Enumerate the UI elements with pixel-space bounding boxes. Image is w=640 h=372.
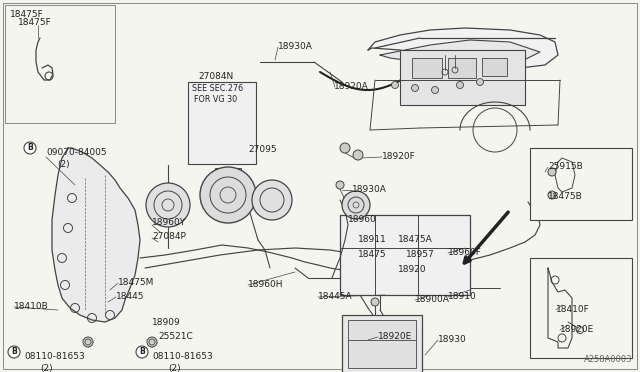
Text: 18900A: 18900A (415, 295, 450, 304)
Text: 18920E: 18920E (378, 332, 412, 341)
Bar (400, 50, 525, 105)
Text: 18920E: 18920E (560, 325, 595, 334)
Bar (448, 58, 476, 78)
Text: 18445A: 18445A (318, 292, 353, 301)
Circle shape (548, 191, 556, 199)
Text: 08110-81653: 08110-81653 (152, 352, 212, 361)
Text: A258A0003: A258A0003 (584, 355, 632, 364)
Text: 09070-84005: 09070-84005 (46, 148, 107, 157)
Circle shape (340, 143, 350, 153)
Circle shape (392, 81, 399, 89)
Text: (2): (2) (168, 364, 180, 372)
Bar (342, 315, 422, 372)
Text: 25521C: 25521C (158, 332, 193, 341)
Text: SEE SEC.276: SEE SEC.276 (192, 84, 243, 93)
Text: 18930: 18930 (438, 335, 467, 344)
Text: 18910: 18910 (448, 292, 477, 301)
Text: 18960Y: 18960Y (152, 218, 186, 227)
Text: FOR VG 30: FOR VG 30 (194, 95, 237, 104)
Text: 18960H: 18960H (248, 280, 284, 289)
Text: 18920F: 18920F (382, 152, 416, 161)
Text: (2): (2) (57, 160, 70, 169)
Circle shape (431, 87, 438, 93)
Text: 18960F: 18960F (448, 248, 482, 257)
Text: 18445: 18445 (116, 292, 145, 301)
Circle shape (136, 346, 148, 358)
Text: 18475: 18475 (358, 250, 387, 259)
Text: B: B (11, 347, 17, 356)
Polygon shape (555, 158, 575, 192)
Circle shape (456, 81, 463, 89)
Bar (348, 320, 416, 368)
Bar (482, 58, 507, 76)
Text: 18909: 18909 (152, 318, 180, 327)
Text: 08110-81653: 08110-81653 (24, 352, 84, 361)
Circle shape (371, 298, 379, 306)
Circle shape (477, 78, 483, 86)
Bar (188, 82, 256, 164)
Text: 18475A: 18475A (398, 235, 433, 244)
Text: B: B (139, 347, 145, 356)
Circle shape (548, 168, 556, 176)
Polygon shape (368, 28, 558, 68)
Text: 18920A: 18920A (334, 82, 369, 91)
Circle shape (200, 167, 256, 223)
Text: 27084N: 27084N (198, 72, 233, 81)
Text: 18920: 18920 (398, 265, 427, 274)
Text: 18957: 18957 (406, 250, 435, 259)
Text: 18911: 18911 (358, 235, 387, 244)
Polygon shape (380, 40, 540, 65)
Text: 18410B: 18410B (14, 302, 49, 311)
Circle shape (24, 142, 36, 154)
Circle shape (83, 337, 93, 347)
Bar (340, 215, 470, 295)
Circle shape (8, 346, 20, 358)
Circle shape (353, 150, 363, 160)
Circle shape (146, 183, 190, 227)
Bar (412, 58, 442, 78)
Bar (215, 168, 241, 180)
Text: B: B (27, 144, 33, 153)
Circle shape (336, 181, 344, 189)
Text: 18475B: 18475B (548, 192, 583, 201)
Circle shape (147, 337, 157, 347)
Text: 18410F: 18410F (556, 305, 589, 314)
Text: 18930A: 18930A (278, 42, 313, 51)
Polygon shape (52, 148, 140, 322)
Text: 18475F: 18475F (10, 10, 44, 19)
Text: 18475F: 18475F (18, 18, 52, 27)
Text: (2): (2) (40, 364, 52, 372)
Text: 27095: 27095 (248, 145, 276, 154)
Circle shape (252, 180, 292, 220)
Bar (5, 5, 115, 123)
Text: 18930A: 18930A (352, 185, 387, 194)
Text: 18960: 18960 (348, 215, 377, 224)
Text: 27084P: 27084P (152, 232, 186, 241)
Bar (530, 258, 632, 358)
Circle shape (342, 191, 370, 219)
Polygon shape (548, 268, 572, 348)
Bar (530, 148, 632, 220)
Circle shape (412, 84, 419, 92)
Text: 18475M: 18475M (118, 278, 154, 287)
Text: 25915B: 25915B (548, 162, 583, 171)
